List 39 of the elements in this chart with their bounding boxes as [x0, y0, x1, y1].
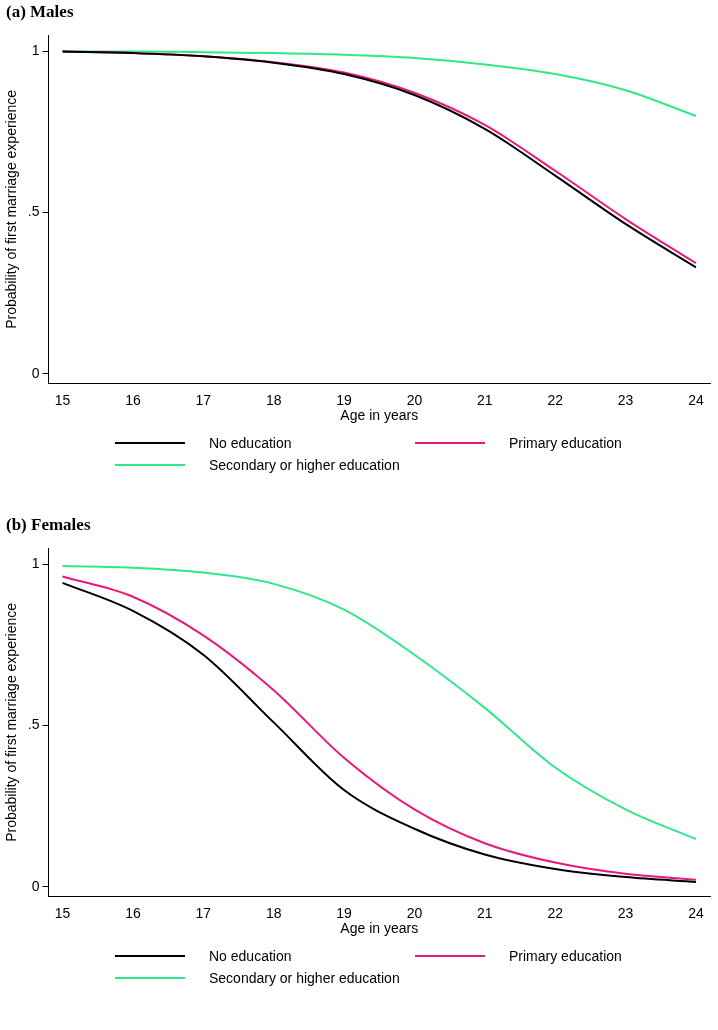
- x-tick-label: 22: [547, 904, 564, 921]
- x-tick-label: 19: [336, 904, 353, 921]
- x-tick-label: 23: [617, 391, 634, 408]
- y-tick-label: 1: [31, 42, 40, 59]
- legend-label: Primary education: [509, 435, 622, 451]
- x-tick-label: 21: [477, 904, 493, 921]
- x-tick-label: 20: [406, 904, 423, 921]
- x-tick-label: 18: [265, 904, 282, 921]
- chart-title: (a) Males: [6, 2, 74, 22]
- chart-title: (b) Females: [6, 515, 91, 535]
- legend-label: Secondary or higher education: [209, 970, 400, 986]
- y-tick-label: .5: [27, 716, 40, 733]
- y-axis-title: Probability of first marriage experience: [3, 602, 20, 842]
- legend-label: No education: [209, 948, 292, 964]
- x-tick-label: 16: [125, 904, 141, 921]
- x-tick-label: 19: [336, 391, 353, 408]
- x-tick-label: 15: [54, 904, 71, 921]
- x-tick-label: 15: [54, 391, 71, 408]
- x-axis-title: Age in years: [340, 920, 419, 937]
- x-tick-label: 17: [195, 391, 212, 408]
- y-tick-label: 0: [31, 364, 40, 381]
- y-tick-label: 0: [31, 877, 40, 894]
- x-axis-title: Age in years: [340, 407, 419, 424]
- legend-label: Primary education: [509, 948, 622, 964]
- x-tick-label: 17: [195, 904, 212, 921]
- legend-label: Secondary or higher education: [209, 457, 400, 473]
- line-series: [61, 565, 697, 841]
- x-tick-label: 22: [547, 391, 564, 408]
- x-tick-label: 16: [125, 391, 141, 408]
- y-tick-label: 1: [31, 555, 40, 572]
- y-tick-label: .5: [27, 203, 40, 220]
- y-axis-title: Probability of first marriage experience: [3, 89, 20, 329]
- legend-label: No education: [209, 435, 292, 451]
- x-tick-label: 24: [688, 391, 704, 408]
- x-tick-label: 21: [477, 391, 493, 408]
- x-tick-label: 23: [617, 904, 634, 921]
- x-tick-label: 24: [688, 904, 704, 921]
- x-tick-label: 20: [406, 391, 423, 408]
- x-tick-label: 18: [265, 391, 282, 408]
